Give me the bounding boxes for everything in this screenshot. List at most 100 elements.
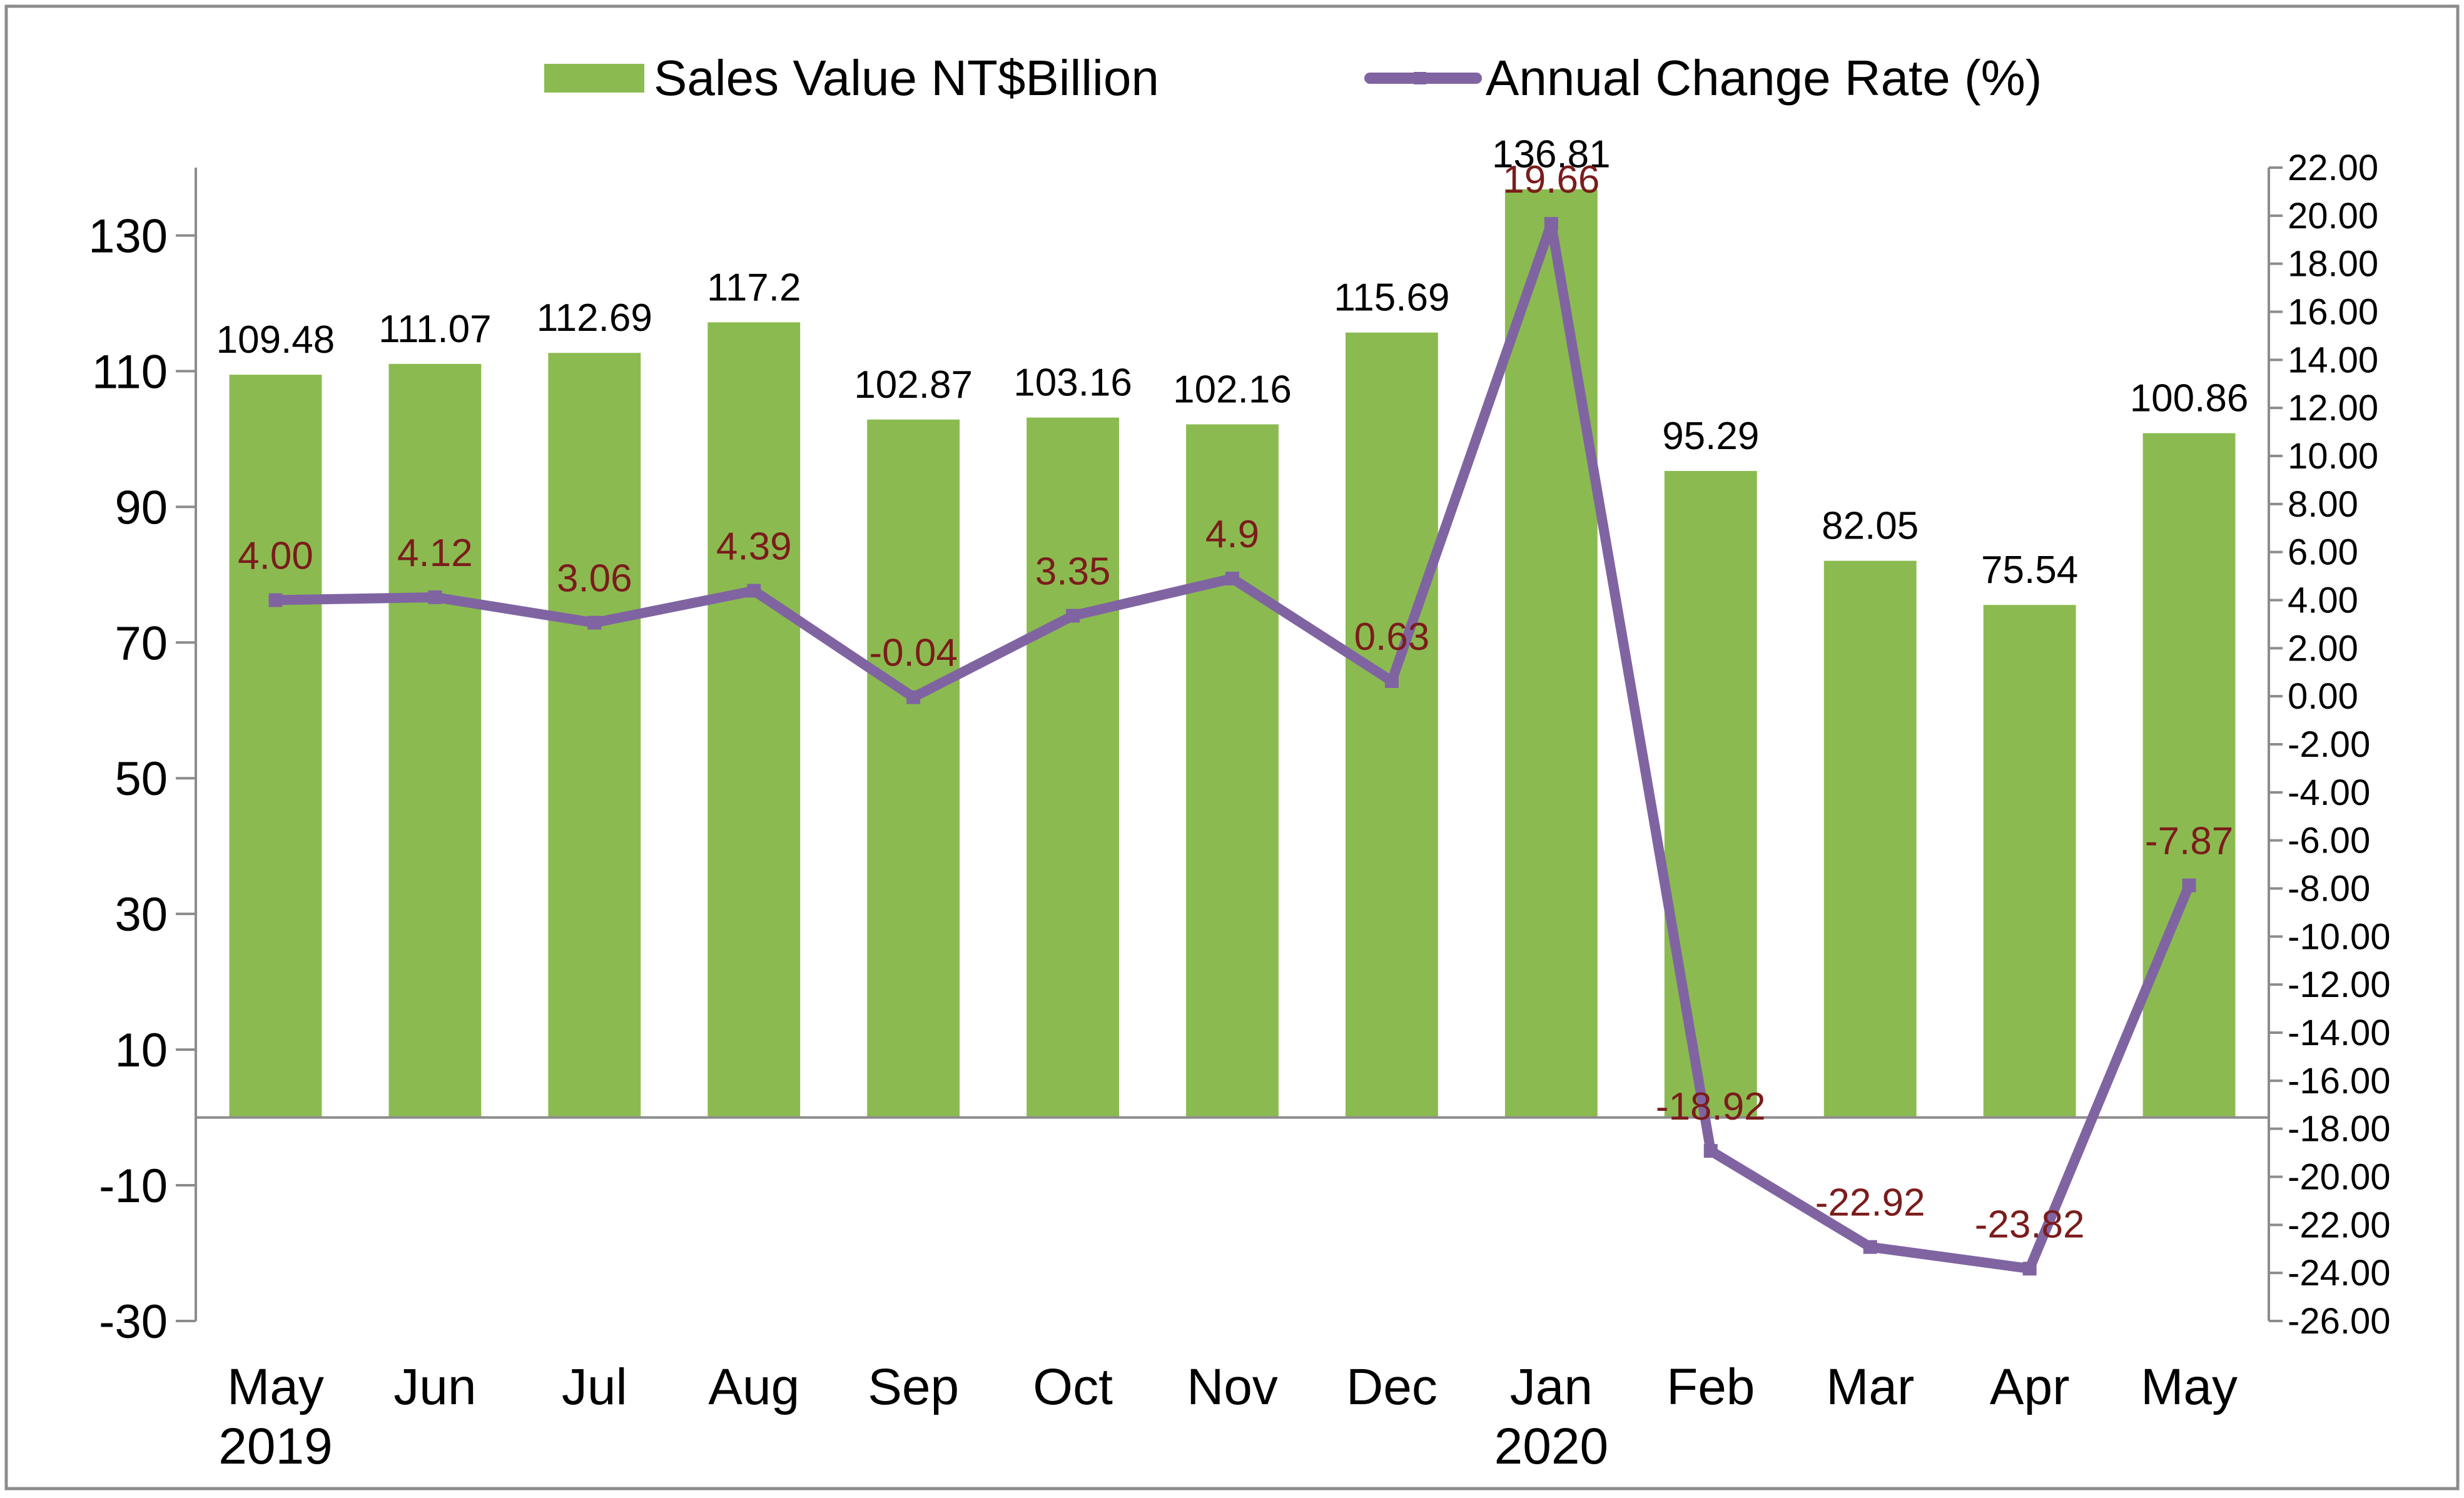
right-axis-tick-label: 2.00 xyxy=(2288,628,2358,669)
bar-data-label: 82.05 xyxy=(1822,505,1919,548)
right-axis-tick-label: 10.00 xyxy=(2288,436,2378,477)
category-label: Nov xyxy=(1187,1359,1278,1415)
category-label: Mar xyxy=(1826,1359,1914,1415)
right-axis-tick-label: -12.00 xyxy=(2288,964,2390,1005)
category-label: May xyxy=(2141,1359,2238,1415)
category-label: Jul xyxy=(562,1359,627,1415)
line-data-label: 4.12 xyxy=(397,532,473,575)
line-data-label: -0.04 xyxy=(869,632,957,675)
right-axis-tick-label: -6.00 xyxy=(2288,821,2370,861)
category-label: Dec xyxy=(1346,1359,1437,1415)
line-point xyxy=(1066,609,1080,623)
bar-data-label: 112.69 xyxy=(537,296,652,340)
bar-data-label: 95.29 xyxy=(1662,415,1759,458)
category-label: Jun xyxy=(393,1359,476,1415)
left-axis-tick-label: -30 xyxy=(99,1295,168,1349)
right-axis-tick-label: 20.00 xyxy=(2288,196,2378,236)
right-axis-tick-label: -26.00 xyxy=(2288,1301,2390,1342)
right-axis-tick-label: 12.00 xyxy=(2288,388,2378,428)
left-axis-tick-label: 90 xyxy=(114,481,168,534)
bar-data-label: 75.54 xyxy=(1981,549,2078,592)
right-axis-tick-label: -16.00 xyxy=(2288,1061,2390,1101)
right-axis-tick-label: -2.00 xyxy=(2288,724,2370,765)
category-label: May xyxy=(227,1359,324,1415)
year-label: 2020 xyxy=(1494,1418,1608,1475)
bar xyxy=(1186,424,1279,1118)
category-label: Feb xyxy=(1666,1359,1755,1415)
bar-data-label: 102.16 xyxy=(1173,368,1292,411)
bar xyxy=(2142,433,2236,1118)
right-axis-tick-label: 14.00 xyxy=(2288,340,2378,380)
line-data-label: -22.92 xyxy=(1815,1182,1925,1225)
bar xyxy=(388,363,482,1118)
right-axis-tick-label: 22.00 xyxy=(2288,148,2378,188)
bar xyxy=(867,419,960,1118)
bar-data-label: 109.48 xyxy=(216,318,335,362)
left-axis-tick-label: 50 xyxy=(114,752,168,806)
legend: Sales Value NT$Billion Annual Change Rat… xyxy=(544,50,2042,106)
right-axis-tick-label: 18.00 xyxy=(2288,244,2378,285)
line-point xyxy=(428,590,442,604)
line-data-label: 4.9 xyxy=(1205,513,1259,556)
legend-bar-swatch xyxy=(544,64,644,93)
line-point xyxy=(1863,1240,1877,1254)
line-point xyxy=(2182,878,2196,893)
line-data-label: 3.35 xyxy=(1035,550,1111,593)
bar-data-label: 115.69 xyxy=(1334,276,1449,320)
right-axis-tick-label: -10.00 xyxy=(2288,916,2390,957)
left-axis-tick-label: -10 xyxy=(99,1160,168,1213)
line-data-label: -23.82 xyxy=(1975,1203,2085,1246)
bar xyxy=(1027,417,1120,1118)
line-point xyxy=(2022,1262,2037,1276)
line-data-label: -18.92 xyxy=(1656,1085,1766,1128)
right-axis-tick-label: -8.00 xyxy=(2288,869,2370,909)
left-axis-tick-label: 30 xyxy=(114,888,168,941)
bar xyxy=(1664,470,1757,1118)
bar xyxy=(229,375,322,1118)
bar-data-label: 136.81 xyxy=(1492,133,1611,176)
line-point xyxy=(906,690,921,704)
right-axis-tick-label: -18.00 xyxy=(2288,1109,2390,1150)
legend-line-label: Annual Change Rate (%) xyxy=(1486,50,2042,106)
line-data-label: 4.00 xyxy=(238,535,313,578)
bar-data-label: 102.87 xyxy=(854,363,973,407)
bar xyxy=(1823,560,1917,1118)
line-point xyxy=(747,584,761,598)
right-axis-tick-label: -20.00 xyxy=(2288,1157,2390,1198)
line-point xyxy=(268,593,283,607)
bar xyxy=(1983,605,2076,1118)
line-data-label: 0.63 xyxy=(1354,615,1430,659)
right-axis-tick-label: -24.00 xyxy=(2288,1253,2390,1293)
bar xyxy=(1504,189,1598,1118)
line-data-label: 4.39 xyxy=(716,525,792,569)
line-point xyxy=(1225,571,1239,585)
category-label: Jan xyxy=(1510,1359,1593,1415)
year-label: 2019 xyxy=(218,1418,332,1475)
legend-line-marker xyxy=(1414,72,1426,84)
line-data-label: 3.06 xyxy=(557,557,632,600)
left-axis-tick-label: 110 xyxy=(92,345,168,398)
right-axis-tick-label: 4.00 xyxy=(2288,580,2358,621)
right-axis-tick-label: 16.00 xyxy=(2288,292,2378,333)
legend-bar-label: Sales Value NT$Billion xyxy=(654,50,1159,106)
category-label: Aug xyxy=(708,1359,799,1415)
bar xyxy=(707,322,801,1118)
line-data-label: 19.66 xyxy=(1503,158,1600,201)
line-point xyxy=(1544,216,1558,231)
bar-data-label: 111.07 xyxy=(378,308,491,351)
bar-data-label: 100.86 xyxy=(2130,377,2249,420)
bar-data-label: 103.16 xyxy=(1013,362,1132,405)
left-axis-tick-label: 70 xyxy=(114,617,168,670)
right-axis-tick-label: 8.00 xyxy=(2288,484,2358,525)
left-axis-tick-label: 130 xyxy=(88,210,168,263)
right-axis-tick-label: -4.00 xyxy=(2288,772,2370,813)
line-point xyxy=(1703,1144,1718,1158)
plot-area: -30 -10 10 30 50 70 90 110 130 22.00 20.00 18.00 16.… xyxy=(88,133,2390,1475)
right-axis-tick-label: 6.00 xyxy=(2288,532,2358,573)
line-point xyxy=(587,615,602,630)
line-point xyxy=(1384,674,1399,688)
bar xyxy=(1345,332,1438,1118)
right-axis-tick-label: -14.00 xyxy=(2288,1013,2390,1053)
